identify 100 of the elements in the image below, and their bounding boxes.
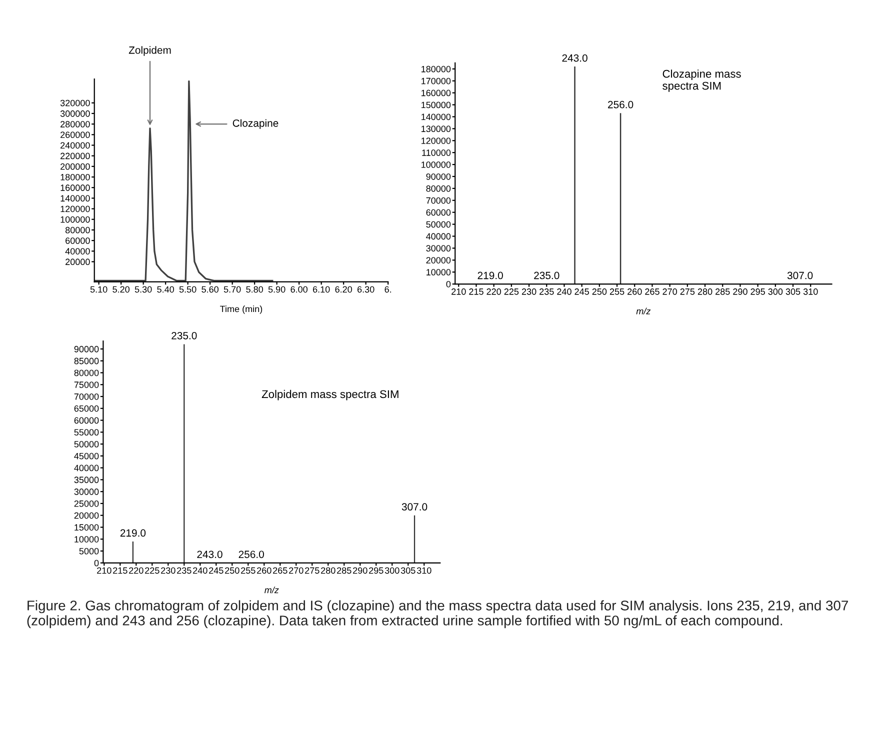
x-tick-label: 6.10	[313, 286, 330, 293]
x-tick-label: 240	[193, 567, 208, 574]
annotation: 256.0	[608, 100, 634, 108]
y-tick-label: 40000	[74, 464, 99, 472]
y-tick-label: 160000	[422, 90, 451, 96]
x-tick-label: 245	[574, 288, 589, 295]
y-tick-label: 180000	[422, 66, 451, 72]
y-tick-label: 80000	[66, 226, 90, 234]
y-tick-label: 25000	[74, 500, 99, 507]
annotation: Zolpidem mass spectra SIM	[262, 390, 398, 400]
x-tick-label: 220	[129, 567, 144, 574]
y-tick-label: 80000	[426, 185, 451, 192]
annotation: 243.0	[562, 54, 588, 62]
x-tick-label: 5.30	[134, 286, 152, 293]
x-tick-label: 305	[786, 288, 800, 295]
x-tick-label: 250	[225, 567, 240, 574]
y-tick-label: 45000	[74, 452, 99, 460]
x-tick-label: 300	[768, 288, 783, 295]
x-tick-label: 290	[353, 567, 368, 574]
y-tick-label: 0	[94, 560, 99, 566]
y-tick-label: 35000	[74, 476, 99, 484]
x-tick-label: 295	[369, 567, 384, 574]
x-tick-label: 6.20	[335, 286, 352, 293]
x-tick-label: 210	[452, 288, 466, 295]
x-tick-label: 285	[716, 288, 730, 295]
x-tick-label: 230	[522, 288, 536, 295]
x-tick-label: 215	[469, 288, 484, 295]
y-tick-label: 100000	[60, 216, 90, 223]
x-axis-title: m/z	[264, 586, 279, 594]
y-tick-label: 65000	[74, 405, 99, 412]
y-tick-label: 10000	[426, 269, 451, 276]
x-axis-title: Time (min)	[220, 306, 262, 314]
x-tick-label: 235	[177, 567, 192, 574]
y-tick-label: 100000	[422, 161, 451, 168]
y-tick-label: 90000	[426, 173, 451, 180]
y-tick-label: 70000	[74, 393, 99, 400]
y-tick-label: 55000	[74, 429, 99, 436]
x-tick-label: 255	[610, 288, 624, 295]
y-tick-label: 150000	[422, 102, 451, 108]
annotation: 235.0	[534, 272, 560, 280]
y-tick-label: 50000	[74, 441, 99, 448]
x-tick-label: 270	[662, 288, 677, 295]
y-tick-label: 30000	[74, 488, 99, 495]
annotation: 219.0	[120, 529, 146, 537]
x-tick-label: 5.50	[179, 286, 196, 293]
y-tick-label: 5000	[79, 548, 99, 554]
x-tick-label: 6.30	[358, 286, 374, 293]
y-tick-label: 170000	[422, 78, 451, 84]
y-tick-label: 0	[446, 280, 451, 288]
annotation: Clozapine	[232, 119, 278, 129]
y-tick-label: 280000	[60, 121, 90, 128]
x-tick-label: 260	[257, 567, 272, 574]
x-tick-label: 5.90	[268, 286, 286, 293]
x-tick-label: 265	[273, 567, 288, 574]
y-tick-label: 140000	[422, 114, 451, 120]
y-tick-label: 20000	[74, 512, 99, 519]
x-tick-label: 5.60	[202, 286, 219, 293]
y-tick-label: 90000	[74, 346, 99, 352]
y-tick-label: 160000	[60, 184, 90, 191]
x-tick-label: 305	[400, 567, 416, 574]
x-tick-label: 275	[680, 288, 695, 295]
x-tick-label: 300	[384, 567, 400, 574]
x-tick-label: 310	[803, 288, 818, 295]
x-tick-label: 240	[557, 288, 572, 295]
x-tick-label: 245	[209, 567, 224, 574]
x-tick-label: 225	[504, 288, 519, 295]
y-tick-label: 120000	[60, 206, 90, 212]
annotation: Clozapine mass spectra SIM	[662, 70, 741, 92]
y-tick-label: 20000	[66, 258, 90, 266]
x-tick-label: 290	[733, 288, 748, 295]
y-tick-label: 15000	[74, 524, 99, 531]
x-tick-label: 6.00	[290, 286, 308, 293]
y-tick-label: 320000	[60, 100, 90, 106]
y-tick-label: 60000	[74, 417, 99, 424]
y-tick-label: 30000	[426, 245, 451, 252]
x-tick-label: 5.70	[224, 286, 241, 293]
annotation: 219.0	[478, 272, 503, 280]
y-tick-label: 220000	[60, 152, 90, 160]
y-tick-label: 75000	[74, 382, 99, 388]
x-tick-label: 255	[241, 567, 256, 574]
x-tick-label: 280	[698, 288, 712, 295]
y-tick-label: 70000	[426, 197, 451, 204]
x-tick-label: 265	[645, 288, 660, 295]
y-tick-label: 60000	[66, 237, 90, 244]
y-tick-label: 200000	[60, 163, 90, 170]
x-tick-label: 6.	[384, 286, 392, 293]
x-tick-label: 210	[97, 567, 112, 574]
x-tick-label: 5.10	[90, 286, 108, 293]
x-tick-label: 295	[750, 288, 765, 295]
caption: Figure 2. Gas chromatogram of zolpidem and IS (clozapine) and the mass spectra data used for SIM analysis. Ions 235, 219, and 307 (zolpidem) and 243 and 256 (clozapine). Data taken from extracted urine sample fortified with 50 ng/mL of each compound.	[27, 600, 848, 628]
annotation: 243.0	[197, 550, 222, 558]
x-tick-label: 5.40	[157, 286, 174, 293]
y-tick-label: 40000	[65, 248, 90, 254]
y-tick-label: 40000	[426, 233, 451, 240]
y-tick-label: 130000	[422, 126, 451, 132]
x-tick-label: 215	[113, 567, 128, 574]
y-tick-label: 85000	[74, 358, 99, 364]
x-tick-label: 5.20	[112, 286, 130, 293]
x-tick-label: 5.80	[246, 286, 264, 293]
y-tick-label: 80000	[74, 370, 99, 376]
